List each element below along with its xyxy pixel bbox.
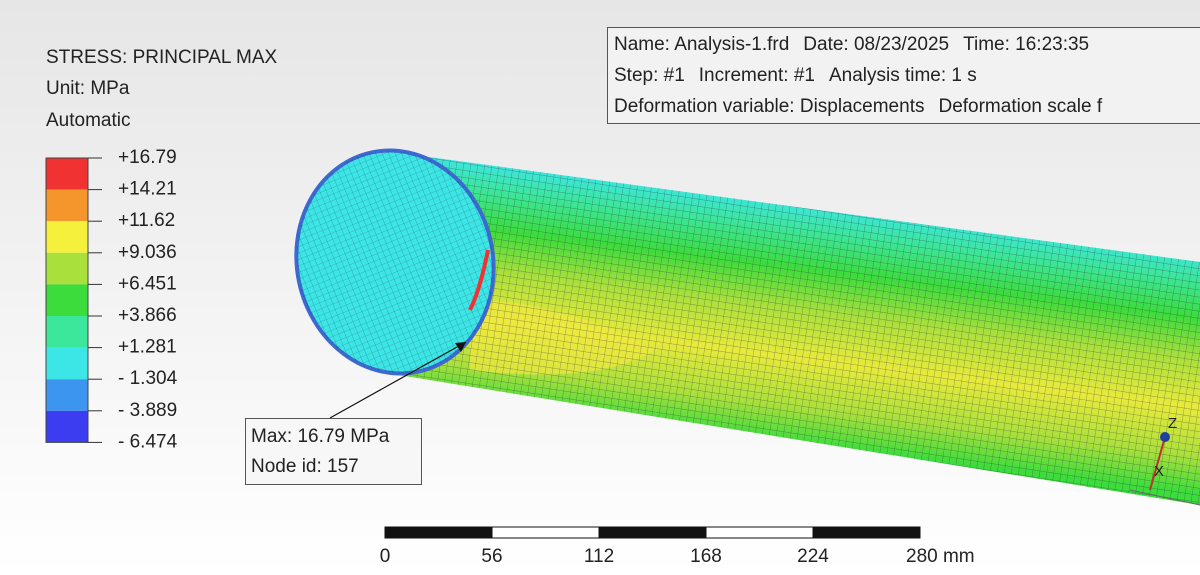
legend-title: STRESS: PRINCIPAL MAX	[46, 47, 278, 68]
scale-label: 224	[797, 546, 829, 567]
color-bar-frame	[45, 157, 89, 443]
color-swatch	[46, 158, 88, 190]
z-axis-dot	[1160, 432, 1170, 442]
legend-label: +6.451	[118, 273, 177, 294]
info-field: Deformation scale f	[938, 96, 1102, 117]
color-swatch	[46, 284, 88, 316]
max-zone	[468, 249, 490, 311]
info-frame	[607, 27, 1200, 124]
scale-segment	[491, 526, 600, 539]
scale-label: 0	[380, 546, 391, 567]
info-field: Deformation variable: Displacements	[614, 96, 924, 117]
color-bar: +16.79 +14.21 +11.62 +9.036 +6.451 +3.866 +1.2…	[45, 147, 178, 452]
legend-label: +1.281	[118, 337, 177, 358]
legend-label: +3.866	[118, 305, 177, 326]
legend-mode: Automatic	[46, 110, 130, 131]
legend: STRESS: PRINCIPAL MAX Unit: MPa Automati…	[45, 47, 278, 452]
legend-label: +9.036	[118, 242, 177, 263]
color-swatch	[46, 379, 88, 411]
legend-label: - 1.304	[118, 368, 178, 389]
pipe-edge	[1129, 489, 1200, 506]
legend-label: +16.79	[118, 147, 177, 168]
color-swatch	[46, 189, 88, 222]
scale-label: 56	[481, 546, 502, 567]
info-field: Analysis time: 1 s	[829, 65, 977, 86]
legend-label: +14.21	[118, 179, 177, 200]
info-field: Time: 16:23:35	[963, 34, 1089, 55]
scale-label: 168	[690, 546, 722, 567]
scale-segment	[705, 526, 814, 539]
probe-arrowhead	[455, 342, 466, 352]
info-line: Step: #1 Increment: #1 Analysis time: 1 s	[614, 65, 977, 86]
triad-z: Z	[1168, 415, 1177, 432]
info-field: Name: Analysis-1.frd	[614, 34, 789, 55]
triad-x: X	[1154, 463, 1164, 480]
color-swatch	[46, 221, 88, 253]
legend-unit: Unit: MPa	[46, 78, 130, 99]
info-field: Step: #1	[614, 65, 685, 86]
info-line: Deformation variable: Displacements Defor…	[614, 96, 1103, 117]
color-swatch	[46, 252, 88, 285]
legend-label: - 3.889	[118, 400, 177, 421]
info-lines: Name: Analysis-1.frd Date: 08/23/2025 Time…	[614, 34, 1103, 117]
probe-arrow	[329, 341, 467, 419]
scale-segment	[598, 526, 707, 539]
legend-label: - 6.474	[118, 431, 178, 452]
probe-box: Max: 16.79 MPa Node id: 157	[245, 341, 467, 485]
legend-label: +11.62	[118, 210, 175, 231]
scale-label: 112	[584, 546, 614, 567]
color-swatch	[46, 316, 88, 348]
pipe-end-mesh	[296, 150, 494, 374]
color-swatch	[46, 347, 88, 380]
scale-label: 280 mm	[906, 546, 975, 567]
pipe	[294, 148, 1200, 506]
scale-segment	[812, 526, 921, 539]
pipe-mesh	[380, 152, 1200, 505]
scale-bar: 0 56 112 168 224 280 mm	[380, 526, 975, 567]
probe-max: Max: 16.79 MPa	[251, 426, 390, 447]
color-swatch	[46, 410, 88, 443]
probe-frame	[245, 418, 422, 485]
triad: Z X	[1149, 415, 1177, 491]
info-field: Increment: #1	[699, 65, 815, 86]
probe-node: Node id: 157	[251, 456, 359, 477]
info-box: Name: Analysis-1.frd Date: 08/23/2025 Time…	[607, 27, 1200, 124]
scale-segment	[384, 526, 493, 539]
info-field: Date: 08/23/2025	[803, 34, 949, 55]
x-axis-arrow	[1149, 436, 1166, 491]
info-line: Name: Analysis-1.frd Date: 08/23/2025 Time…	[614, 34, 1089, 55]
